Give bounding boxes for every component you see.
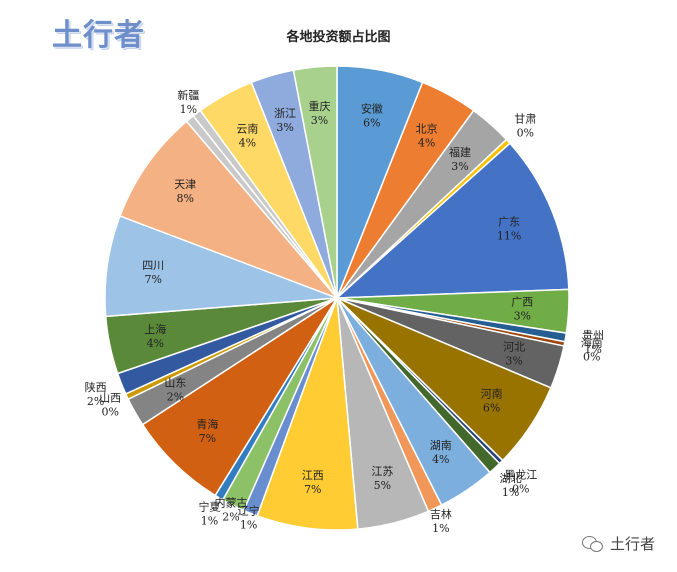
slice-label: 江苏 [371, 465, 393, 478]
slice-percent: 2% [87, 395, 104, 408]
slice-label: 宁夏 [199, 500, 221, 514]
slice-label: 重庆 [309, 99, 331, 113]
slice-label: 广西 [511, 296, 533, 309]
slice-label: 广东 [498, 216, 520, 229]
slice-label: 天津 [174, 178, 196, 191]
slice-label: 河南 [481, 388, 503, 401]
slice-percent: 0% [101, 405, 118, 418]
slice-label: 江西 [302, 469, 324, 482]
slice-label: 浙江 [274, 107, 296, 120]
slice-percent: 3% [505, 354, 522, 367]
slice-label: 辽宁 [238, 504, 260, 518]
slice-percent: 4% [147, 337, 164, 350]
slice-label: 四川 [142, 259, 164, 272]
slice-percent: 1% [201, 515, 218, 528]
slice-percent: 1% [180, 103, 197, 116]
slice-label: 山东 [164, 376, 186, 389]
slice-label: 福建 [449, 145, 471, 159]
slice-label: 吉林 [430, 507, 452, 521]
pie-slice [256, 297, 359, 531]
slice-label: 陕西 [85, 380, 107, 394]
slice-percent: 4% [239, 137, 256, 150]
slice-label: 北京 [416, 122, 438, 136]
slice-percent: 1% [432, 522, 449, 535]
slice-percent: 2% [167, 390, 184, 403]
chart-title: 各地投资额占比图 [286, 30, 391, 45]
slice-percent: 1% [502, 486, 519, 499]
watermark-text: 土行者 [609, 535, 655, 553]
slice-percent: 6% [363, 117, 380, 130]
pie-slices [104, 65, 570, 531]
slice-percent: 1% [240, 519, 257, 532]
brand-logo: 土行者 [52, 18, 145, 53]
pie-slice [292, 65, 338, 299]
slice-percent: 3% [311, 114, 328, 127]
slice-percent: 3% [276, 121, 293, 134]
slice-label: 河北 [503, 340, 525, 353]
slice-label: 上海 [144, 322, 166, 336]
slice-label: 新疆 [177, 88, 199, 102]
slice-label: 湖北 [500, 472, 522, 485]
slice-percent: 2% [222, 511, 239, 524]
slice-percent: 8% [176, 192, 193, 205]
pie-slice [141, 297, 338, 497]
slice-percent: 1% [584, 343, 601, 356]
slice-label: 甘肃 [514, 113, 536, 126]
slice-label: 山西 [99, 391, 121, 404]
pie-labels: 安徽6% 北京4%福建3%甘肃0%广东11%广西3%贵州1%海南0%河北3%河南6… [85, 88, 604, 535]
slice-percent: 4% [418, 137, 435, 150]
slice-percent: 11% [497, 230, 521, 243]
slice-percent: 5% [374, 479, 391, 492]
slice-label: 安徽 [361, 102, 383, 116]
slice-label: 云南 [236, 123, 258, 136]
slice-label: 黑龙江 [504, 469, 537, 482]
pie-slice [334, 142, 570, 299]
slice-label: 海南 [581, 335, 603, 349]
slice-percent: 6% [483, 402, 500, 415]
pie-slice [119, 120, 338, 299]
slice-percent: 0% [512, 483, 529, 496]
watermark: 土行者 [581, 533, 655, 554]
slice-label: 青海 [196, 417, 218, 431]
slice-percent: 0% [517, 127, 534, 140]
slice-percent: 3% [451, 160, 468, 173]
slice-percent: 7% [199, 432, 216, 445]
slice-percent: 3% [514, 310, 531, 323]
slice-percent: 0% [583, 350, 600, 363]
slice-label: 湖南 [430, 439, 452, 452]
slice-percent: 7% [304, 483, 321, 496]
wechat-icon [581, 535, 604, 553]
pie-slice [104, 215, 338, 318]
slice-label: 贵州 [582, 329, 604, 342]
slice-percent: 7% [144, 273, 161, 286]
slice-percent: 4% [432, 453, 449, 466]
slice-label: 内蒙古 [215, 496, 248, 510]
